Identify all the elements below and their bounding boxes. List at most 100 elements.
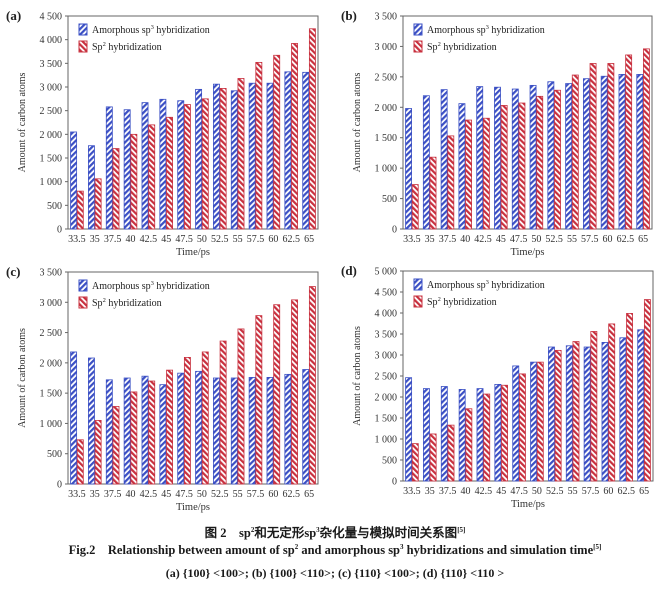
plot-frame <box>402 15 653 230</box>
x-tick-label: 47.5 <box>510 234 528 245</box>
y-tick-label: 1 500 <box>40 389 63 400</box>
y-tick-label: 2 000 <box>375 393 398 404</box>
panel-label: (b) <box>341 8 357 23</box>
bar-sp2 <box>643 48 650 230</box>
caption-zh-text-3: 杂化量与模拟时间关系图 <box>319 526 458 540</box>
legend-swatch-sp3 <box>413 23 423 36</box>
bar-sp3 <box>636 74 644 230</box>
bar-sp3 <box>619 337 627 482</box>
legend-text: Sp <box>427 297 438 308</box>
x-tick-label: 42.5 <box>140 489 158 500</box>
bar-sp3 <box>618 74 626 230</box>
bar-sp2 <box>589 63 597 230</box>
legend-superscript: 2 <box>103 297 106 304</box>
bar-sp2 <box>554 349 562 482</box>
bar-sp2 <box>518 102 526 230</box>
panel-label: (c) <box>6 264 20 279</box>
y-tick-label: 2 000 <box>40 358 63 369</box>
bar-sp2 <box>429 433 437 482</box>
y-tick-label: 2 000 <box>375 103 398 114</box>
legend-text: Amorphous sp <box>92 25 151 36</box>
y-tick-label: 1 000 <box>40 177 63 188</box>
bar-sp3 <box>529 84 537 230</box>
x-tick-label: 50 <box>197 234 207 245</box>
bar-sp3 <box>565 345 573 482</box>
bar-sp2 <box>626 313 633 482</box>
bar-sp2 <box>237 328 245 485</box>
bar-sp2 <box>536 361 544 482</box>
bar-sp2 <box>571 74 579 230</box>
bar-sp2 <box>76 190 84 230</box>
bar-sp3 <box>177 100 185 230</box>
caption-en-sup-1: 2 <box>294 543 299 551</box>
caption-en-text-3: hybridizations and simulation time <box>403 543 594 558</box>
x-tick-label: 40 <box>126 234 136 245</box>
caption-zh-text-1: sp <box>239 526 251 540</box>
caption-en-prefix: Fig.2 <box>68 543 96 558</box>
x-axis-label: Time/ps <box>510 247 544 258</box>
y-tick-label: 500 <box>47 201 62 212</box>
bar-sp2 <box>130 391 138 485</box>
bar-sp2 <box>607 63 615 230</box>
x-tick-label: 47.5 <box>510 486 528 497</box>
x-tick-label: 57.5 <box>247 489 265 500</box>
legend-text: hybridization <box>106 298 162 309</box>
legend-superscript: 2 <box>103 41 106 48</box>
legend-text: hybridization <box>154 25 210 36</box>
legend-label-sp3: Amorphous sp3 hybridization <box>92 280 210 292</box>
bar-sp2 <box>500 105 508 230</box>
bar-sp2 <box>447 424 455 482</box>
legend-superscript: 2 <box>438 41 441 48</box>
y-tick-label: 500 <box>382 194 397 205</box>
caption-en-text-1: Relationship between amount of sp <box>107 543 295 558</box>
legend-text: hybridization <box>441 42 497 53</box>
caption-en-ref: [5] <box>593 543 602 551</box>
y-tick-label: 1 500 <box>375 133 398 144</box>
bar-sp2 <box>590 331 598 482</box>
legend-superscript: 3 <box>486 24 489 31</box>
x-tick-label: 62.5 <box>282 489 300 500</box>
bar-sp3 <box>458 103 466 230</box>
y-tick-label: 4 500 <box>40 12 63 23</box>
y-tick-label: 4 500 <box>375 288 398 299</box>
x-tick-label: 45 <box>161 234 171 245</box>
legend-superscript: 3 <box>151 280 154 287</box>
y-tick-label: 500 <box>382 456 397 467</box>
bar-sp3 <box>548 346 555 482</box>
bar-sp2 <box>518 373 526 482</box>
bar-sp2 <box>166 116 173 230</box>
bar-sp3 <box>123 109 131 230</box>
bar-sp3 <box>302 71 310 230</box>
plot-frame <box>67 15 319 230</box>
bar-sp3 <box>88 145 95 230</box>
x-tick-label: 33.5 <box>403 234 421 245</box>
x-tick-label: 45 <box>496 486 506 497</box>
x-tick-label: 52.5 <box>211 234 229 245</box>
bar-sp3 <box>248 376 256 485</box>
y-tick-label: 500 <box>47 449 62 460</box>
bar-sp2 <box>166 369 173 485</box>
x-tick-label: 60 <box>603 486 613 497</box>
x-tick-label: 52.5 <box>546 486 564 497</box>
legend-text: hybridization <box>489 25 545 36</box>
x-tick-label: 33.5 <box>68 489 86 500</box>
x-tick-label: 42.5 <box>475 486 493 497</box>
bar-sp3 <box>141 102 149 230</box>
bar-sp2 <box>643 299 651 482</box>
bar-sp3 <box>159 384 167 485</box>
bar-sp3 <box>476 86 484 230</box>
x-tick-label: 55 <box>567 234 577 245</box>
legend-text: Amorphous sp <box>427 25 486 36</box>
y-tick-label: 0 <box>392 225 397 236</box>
y-tick-label: 5 000 <box>375 267 398 278</box>
bar-sp2 <box>148 124 156 230</box>
bar-sp3 <box>230 377 238 485</box>
bar-sp2 <box>201 351 209 485</box>
legend-text: hybridization <box>489 280 545 291</box>
y-axis-label: Amount of carbon atoms <box>17 328 28 428</box>
caption-zh-prefix: 图 2 <box>204 526 227 540</box>
y-tick-label: 2 500 <box>40 106 63 117</box>
bar-sp3 <box>637 329 645 482</box>
legend-text: Sp <box>427 42 438 53</box>
bar-sp2 <box>501 384 508 482</box>
